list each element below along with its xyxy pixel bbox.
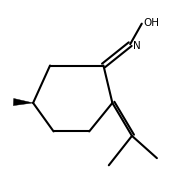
Text: N: N bbox=[133, 41, 141, 51]
Polygon shape bbox=[13, 99, 33, 106]
Text: OH: OH bbox=[144, 18, 160, 28]
